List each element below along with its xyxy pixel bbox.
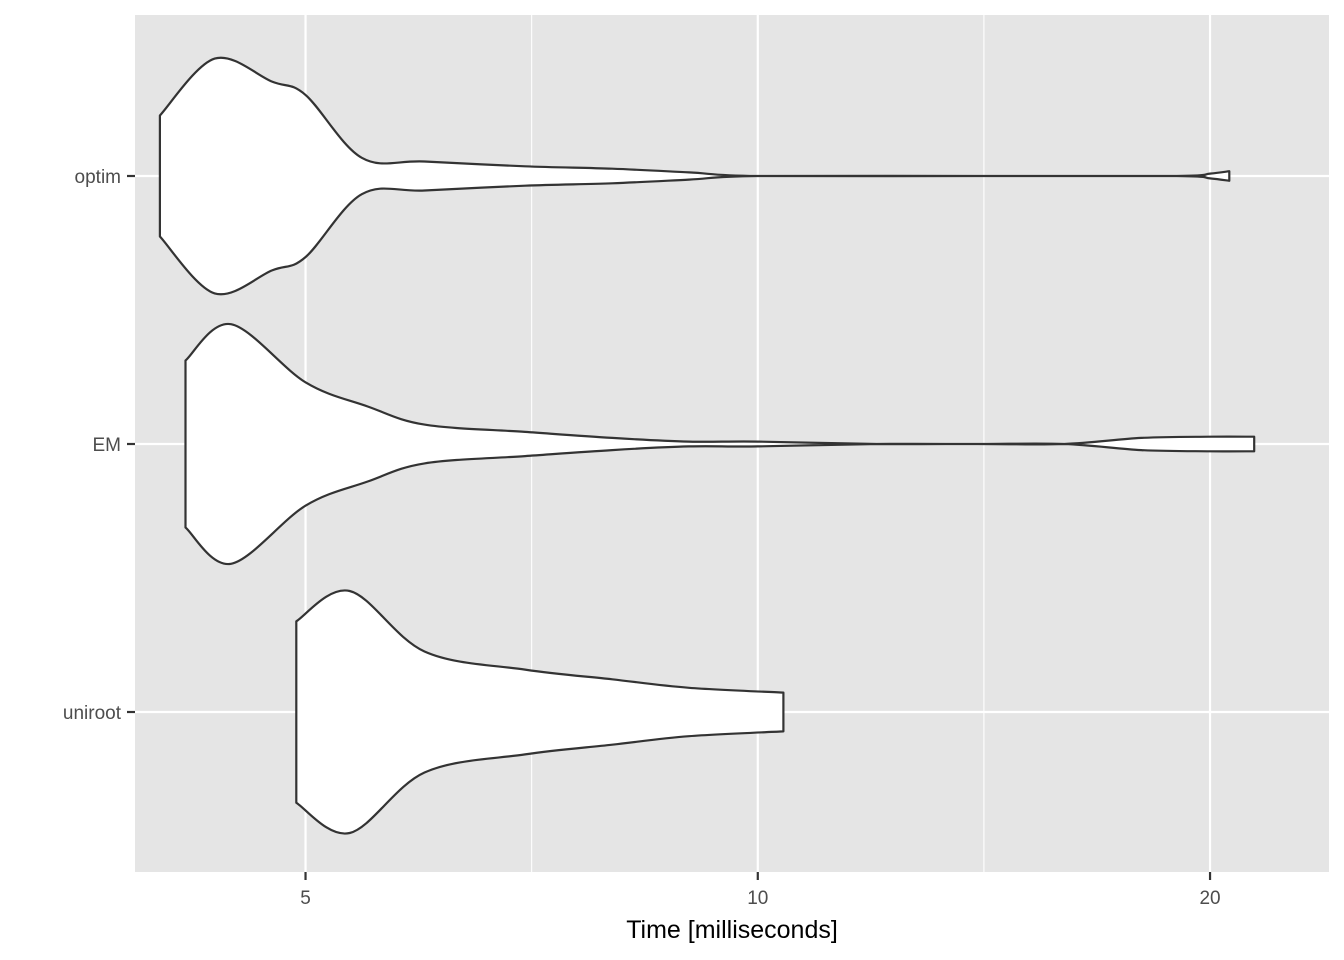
y-tick-label-optim: optim <box>75 167 121 188</box>
violin-optim <box>158 56 1231 296</box>
y-axis: optim EM uniroot <box>63 167 135 724</box>
x-axis: 5 10 20 <box>300 872 1221 909</box>
y-tick-label-uniroot: uniroot <box>63 703 122 724</box>
x-tick-label: 5 <box>300 888 311 909</box>
violins <box>158 56 1256 835</box>
y-tick-label-EM: EM <box>93 435 122 456</box>
x-axis-title: Time [milliseconds] <box>626 916 838 944</box>
x-tick-label: 10 <box>747 888 768 909</box>
violin-EM <box>184 323 1256 565</box>
violin-uniroot <box>295 589 785 835</box>
x-tick-label: 20 <box>1199 888 1220 909</box>
